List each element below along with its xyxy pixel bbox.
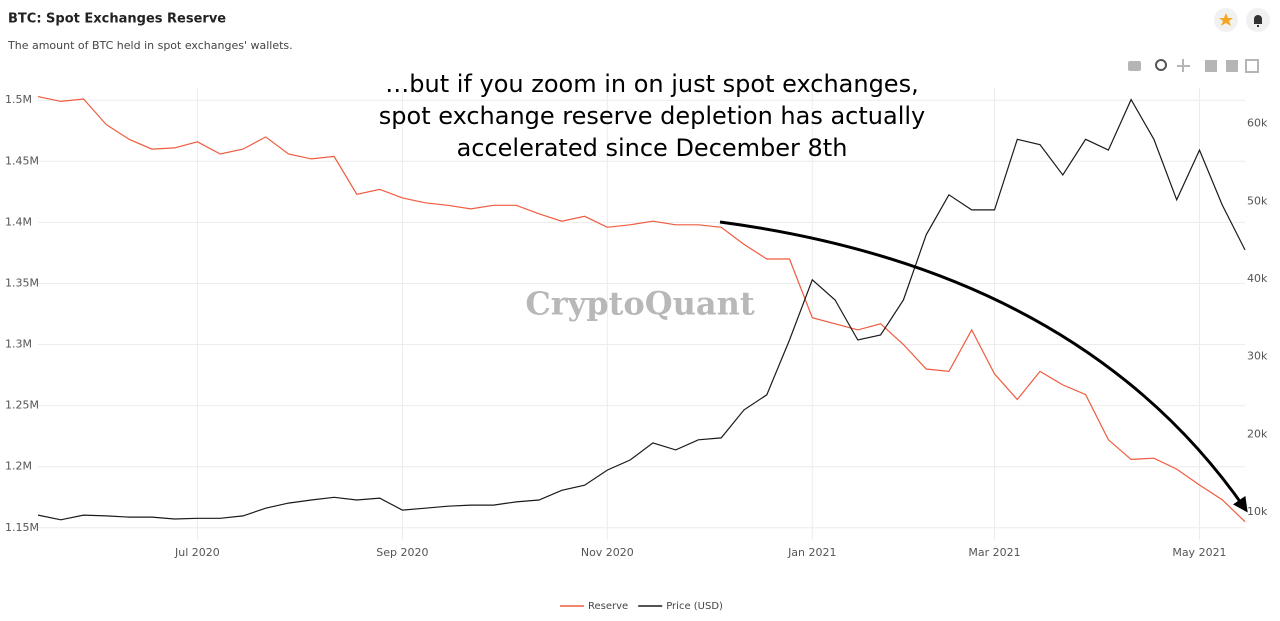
pan-icon[interactable] bbox=[1177, 59, 1190, 72]
y-tick-label: 1.2M bbox=[5, 460, 32, 473]
x-tick-label: Sep 2020 bbox=[376, 546, 428, 559]
annotation: …but if you zoom in on just spot exchang… bbox=[379, 70, 925, 162]
x-tick-label: Jan 2021 bbox=[787, 546, 836, 559]
zoom-icon[interactable] bbox=[1155, 59, 1167, 71]
annotation-text: spot exchange reserve depletion has actu… bbox=[379, 102, 925, 130]
legend-label: Reserve bbox=[588, 601, 628, 612]
annotation-text: …but if you zoom in on just spot exchang… bbox=[385, 70, 918, 98]
series-line bbox=[37, 98, 1246, 521]
zoom-in-icon[interactable] bbox=[1205, 60, 1217, 72]
y-tick-label: 1.4M bbox=[5, 215, 32, 228]
autoscale-icon[interactable] bbox=[1245, 59, 1259, 73]
y-tick-label: 1.25M bbox=[5, 399, 39, 412]
bell-icon bbox=[1254, 15, 1262, 27]
y-tick-label: 1.15M bbox=[5, 521, 39, 534]
plot bbox=[37, 96, 1246, 523]
annotation-arrow bbox=[719, 220, 1248, 513]
grid: 1.15M 1.2M 1.25M 1.3M 1.35M 1.4M 1.45M 1.5M 10k 2… bbox=[5, 88, 1268, 559]
title: BTC: Spot Exchanges Reserve bbox=[8, 12, 226, 27]
series-line bbox=[37, 96, 1246, 523]
legend-label: Price (USD) bbox=[666, 601, 723, 612]
x-tick-label: Nov 2020 bbox=[581, 546, 634, 559]
legend: Reserve Price (USD) bbox=[560, 601, 723, 612]
subtitle: The amount of BTC held in spot exchanges… bbox=[7, 39, 293, 52]
header-buttons[interactable] bbox=[1214, 8, 1270, 32]
annotation-text: accelerated since December 8th bbox=[457, 134, 848, 162]
x-tick-label: May 2021 bbox=[1172, 546, 1226, 559]
y2-tick-label: 20k bbox=[1247, 427, 1268, 440]
y-tick-label: 1.45M bbox=[5, 154, 39, 167]
toolbar[interactable] bbox=[1128, 59, 1259, 73]
watermark: CryptoQuant bbox=[525, 285, 755, 323]
y-tick-label: 1.35M bbox=[5, 276, 39, 289]
y-tick-label: 1.5M bbox=[5, 93, 32, 106]
camera-icon[interactable] bbox=[1128, 61, 1141, 71]
y2-tick-label: 30k bbox=[1247, 350, 1268, 363]
x-tick-label: Jul 2020 bbox=[174, 546, 220, 559]
x-tick-label: Mar 2021 bbox=[968, 546, 1020, 559]
zoom-out-icon[interactable] bbox=[1226, 60, 1238, 72]
y-tick-label: 1.3M bbox=[5, 338, 32, 351]
y2-tick-label: 40k bbox=[1247, 272, 1268, 285]
star-icon bbox=[1219, 13, 1233, 26]
y2-tick-label: 10k bbox=[1247, 505, 1268, 518]
y2-tick-label: 60k bbox=[1247, 117, 1268, 130]
y2-tick-label: 50k bbox=[1247, 194, 1268, 207]
